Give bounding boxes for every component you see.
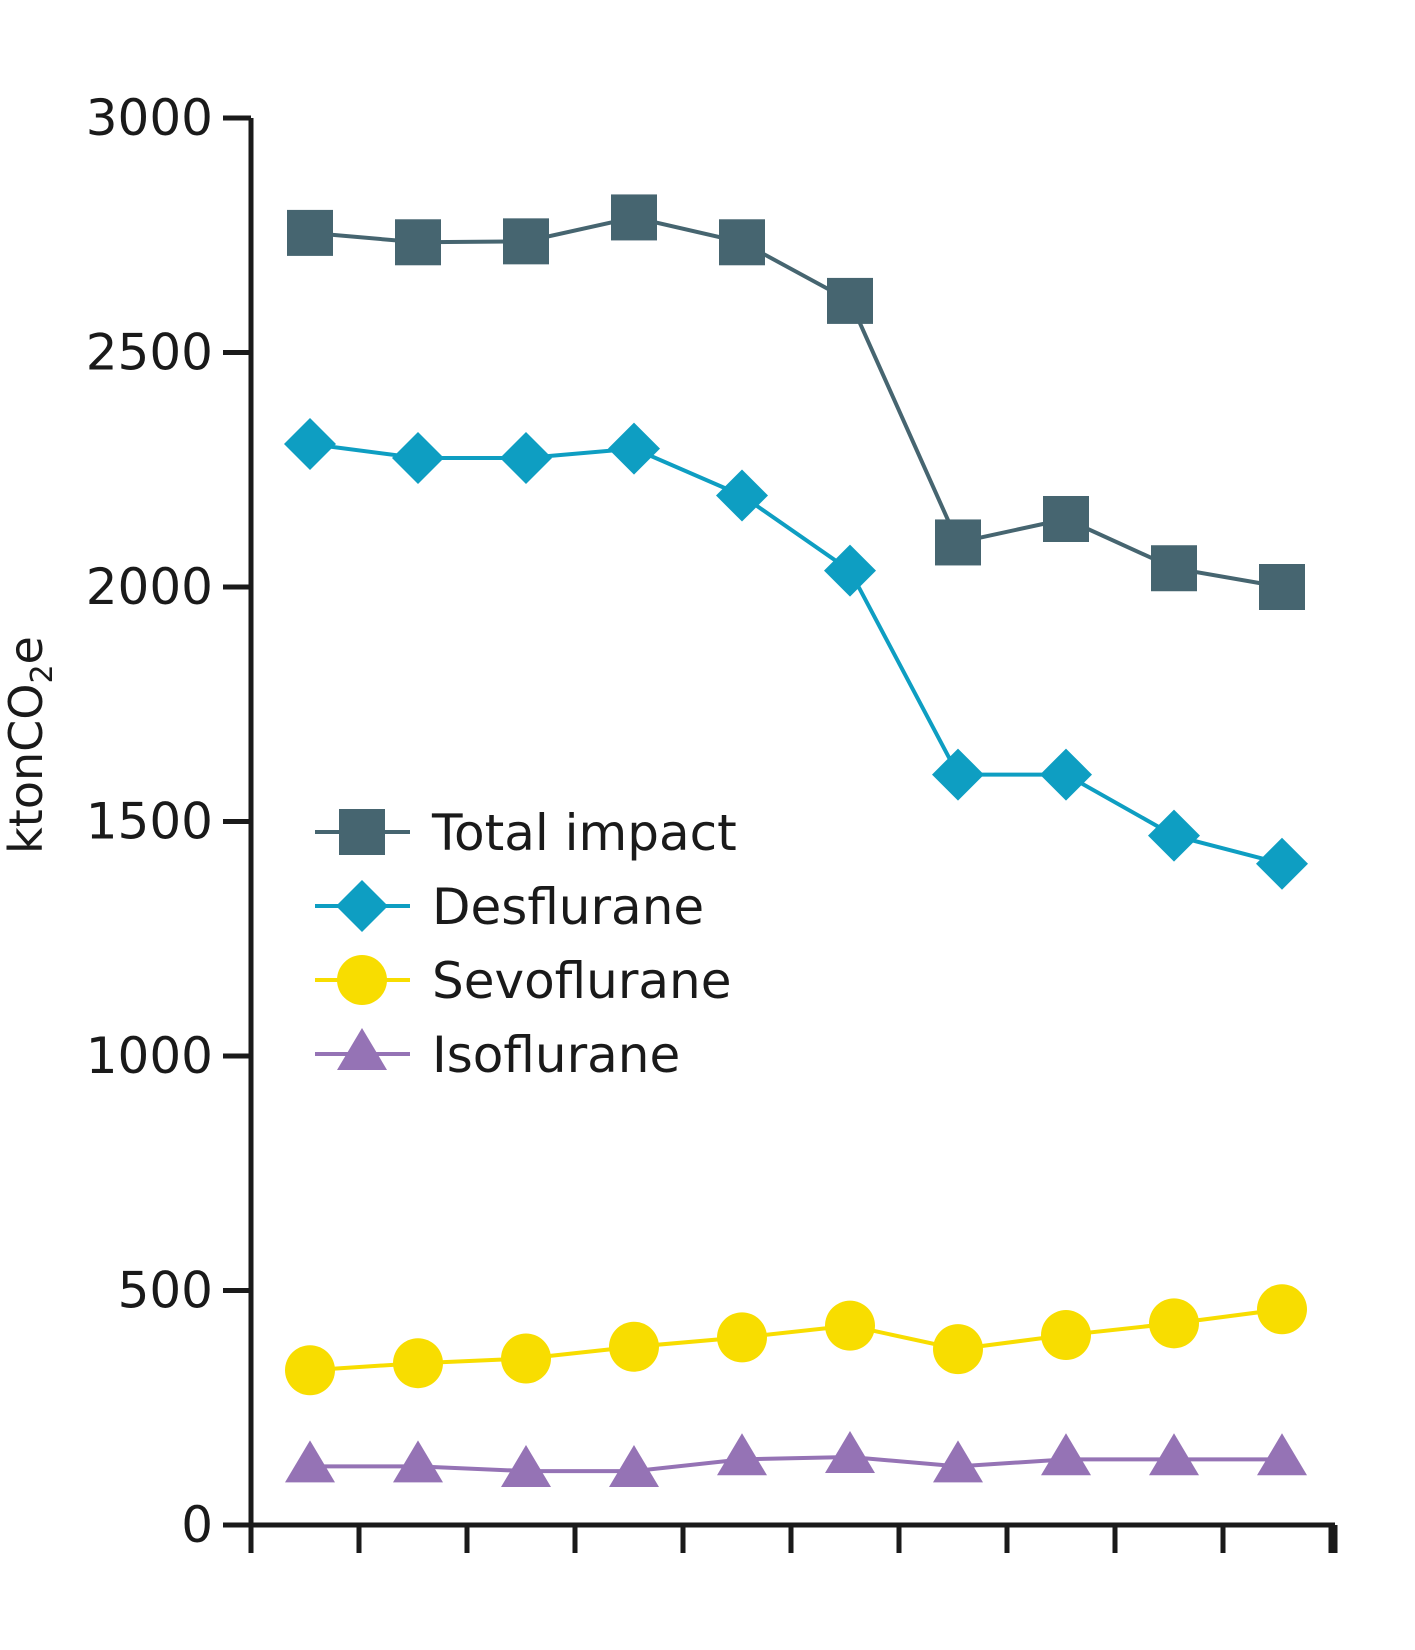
data-point [1043,495,1089,542]
data-point [393,1440,443,1483]
legend-label: Sevoflurane [432,952,732,1010]
data-point [824,544,876,597]
y-tick-label: 3000 [86,89,213,147]
data-point [287,209,333,256]
legend-marker [339,809,385,855]
data-point [932,748,984,801]
data-point [611,194,657,241]
data-point [1148,809,1200,862]
legend-item: Sevoflurane [315,952,732,1010]
series-line [310,1454,1282,1474]
legend-marker [336,880,388,932]
data-point [1259,564,1305,610]
legend-label: Total impact [431,804,737,862]
data-point [1257,1433,1307,1476]
data-point [825,1430,875,1473]
series-line [309,1307,1283,1373]
data-point [503,218,549,265]
data-point [717,1433,767,1476]
legend-item: Isoflurane [315,1026,680,1084]
y-tick-label: 0 [181,1496,213,1554]
data-point [825,1300,875,1351]
data-point [501,1445,551,1488]
data-point [1151,545,1197,592]
data-point [393,1338,443,1389]
data-point [501,1333,551,1384]
data-point [1149,1298,1199,1349]
series-line [309,215,1283,589]
y-axis-title-subscript: 2 [25,664,60,683]
legend-label: Isoflurane [432,1026,680,1084]
data-point [719,219,765,266]
legend-marker [337,1027,387,1070]
data-point [609,1445,659,1488]
data-point [392,432,444,485]
data-point [1040,748,1092,801]
legend-label: Desflurane [432,878,704,936]
data-point [716,469,768,522]
series-isoflurane [285,1430,1307,1488]
y-axis-title: ktonCO2e [0,636,60,854]
y-tick-label: 1000 [86,1027,213,1085]
data-point [285,1345,335,1396]
y-axis-title-main: ktonCO [0,684,53,854]
data-point [935,519,981,566]
legend: Total impact Desflurane Sevoflurane Isoflur… [315,804,737,1084]
series-desflurane [284,417,1308,890]
axes: 0 500 1000 1500 2000 2500 3000 [86,89,1338,1554]
data-point [608,422,660,475]
data-point [827,277,873,324]
data-point [933,1324,983,1375]
series-sevoflurane [285,1284,1307,1396]
data-point [609,1321,659,1372]
legend-marker [337,955,387,1005]
y-tick-label: 2500 [86,324,213,382]
data-point [933,1440,983,1483]
series-line [309,441,1283,866]
legend-item: Total impact [315,804,737,862]
data-point [395,219,441,266]
data-point [717,1312,767,1363]
data-point [1256,837,1308,890]
data-point [1041,1310,1091,1361]
data-point [1041,1433,1091,1476]
y-axis-title-tail: e [0,636,53,664]
series-total-impact [287,194,1305,610]
legend-item: Desflurane [315,878,704,936]
data-point [1257,1284,1307,1335]
y-tick-label: 500 [118,1262,213,1320]
data-point [284,417,336,470]
series-layer [284,194,1308,1488]
data-point [500,432,552,485]
data-point [1149,1433,1199,1476]
data-point [285,1440,335,1483]
y-tick-label: 2000 [86,558,213,616]
y-tick-label: 1500 [86,793,213,851]
